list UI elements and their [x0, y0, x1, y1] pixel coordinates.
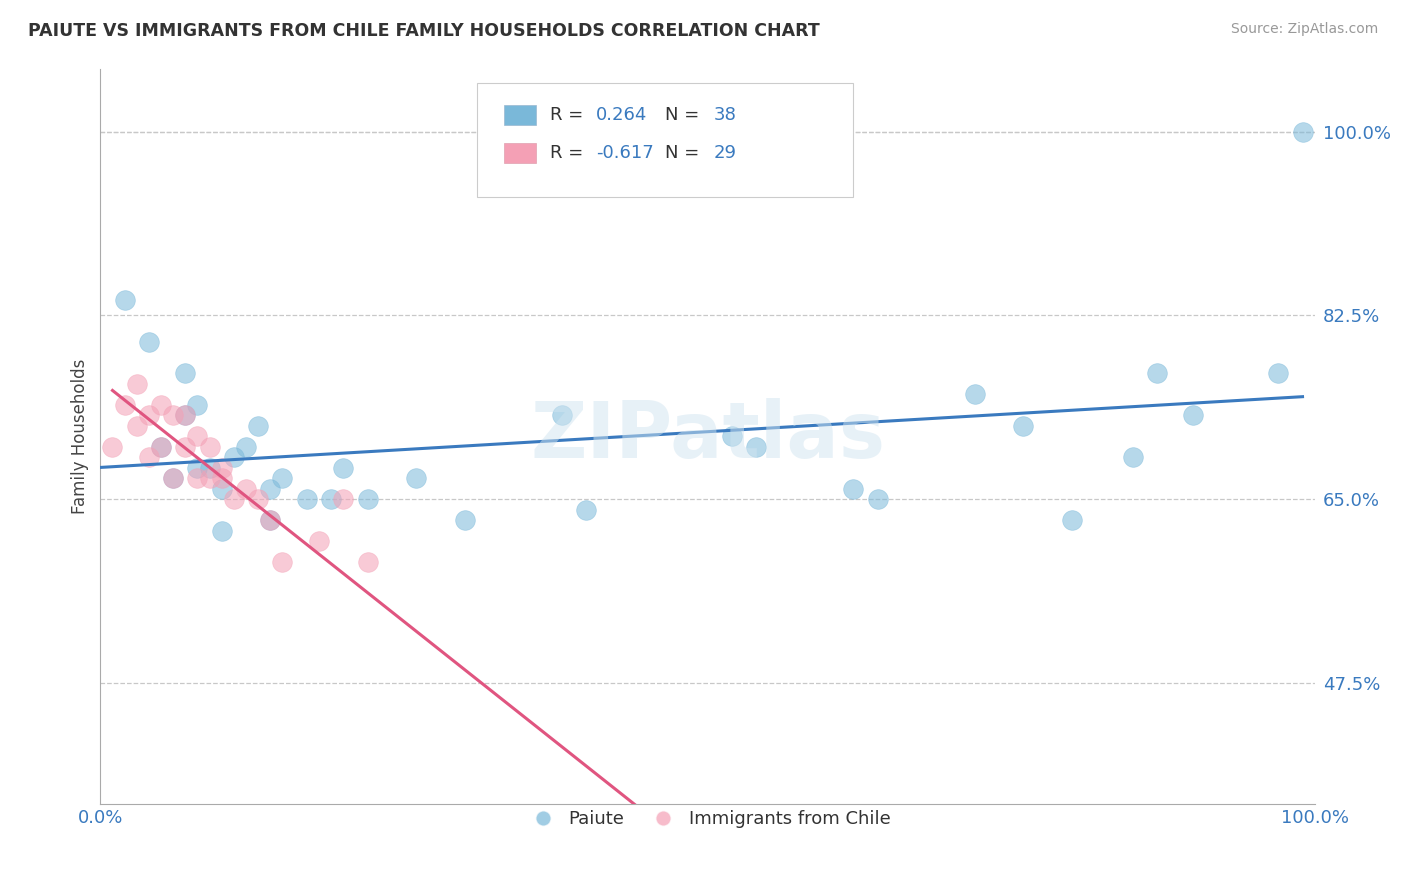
Point: [114, 293, 136, 307]
Point: [259, 513, 281, 527]
Point: [332, 492, 354, 507]
Text: R =: R =: [550, 106, 589, 124]
Point: [235, 482, 257, 496]
Point: [295, 492, 318, 507]
Point: [842, 482, 865, 496]
Point: [211, 460, 233, 475]
Point: [745, 440, 768, 454]
Point: [551, 408, 574, 422]
Point: [1182, 408, 1205, 422]
Point: [125, 376, 148, 391]
Text: N =: N =: [665, 145, 704, 162]
FancyBboxPatch shape: [503, 143, 536, 163]
Point: [174, 408, 197, 422]
Point: [114, 398, 136, 412]
Point: [1012, 418, 1035, 433]
Point: [125, 418, 148, 433]
Point: [211, 524, 233, 538]
FancyBboxPatch shape: [477, 83, 853, 197]
Point: [1146, 366, 1168, 380]
Point: [222, 492, 245, 507]
Point: [259, 482, 281, 496]
Point: [186, 460, 208, 475]
Point: [174, 366, 197, 380]
Point: [332, 460, 354, 475]
Text: 38: 38: [714, 106, 737, 124]
Point: [405, 471, 427, 485]
Point: [247, 492, 270, 507]
Point: [696, 849, 718, 863]
Point: [259, 513, 281, 527]
Point: [1291, 124, 1313, 138]
Point: [198, 440, 221, 454]
Point: [211, 471, 233, 485]
Point: [150, 398, 173, 412]
Point: [138, 450, 160, 464]
Point: [247, 418, 270, 433]
Point: [162, 471, 184, 485]
Point: [186, 398, 208, 412]
Text: N =: N =: [665, 106, 704, 124]
Point: [356, 555, 378, 569]
Point: [356, 492, 378, 507]
Point: [150, 440, 173, 454]
Text: 29: 29: [714, 145, 737, 162]
Point: [174, 408, 197, 422]
Point: [186, 471, 208, 485]
Point: [866, 492, 889, 507]
Point: [138, 334, 160, 349]
Point: [198, 460, 221, 475]
Point: [211, 482, 233, 496]
Text: 0.264: 0.264: [596, 106, 647, 124]
Text: Source: ZipAtlas.com: Source: ZipAtlas.com: [1230, 22, 1378, 37]
Point: [271, 555, 294, 569]
Text: ZIPatlas: ZIPatlas: [530, 398, 884, 474]
Point: [186, 429, 208, 443]
Point: [198, 471, 221, 485]
Point: [162, 471, 184, 485]
Text: R =: R =: [550, 145, 589, 162]
Point: [575, 502, 598, 516]
FancyBboxPatch shape: [503, 105, 536, 125]
Point: [101, 440, 124, 454]
Text: PAIUTE VS IMMIGRANTS FROM CHILE FAMILY HOUSEHOLDS CORRELATION CHART: PAIUTE VS IMMIGRANTS FROM CHILE FAMILY H…: [28, 22, 820, 40]
Point: [308, 534, 330, 549]
Point: [1060, 513, 1083, 527]
Point: [1267, 366, 1289, 380]
Point: [1121, 450, 1143, 464]
Point: [319, 492, 342, 507]
Text: -0.617: -0.617: [596, 145, 654, 162]
Legend: Paiute, Immigrants from Chile: Paiute, Immigrants from Chile: [517, 803, 897, 835]
Y-axis label: Family Households: Family Households: [72, 359, 89, 514]
Point: [138, 408, 160, 422]
Point: [222, 450, 245, 464]
Point: [271, 471, 294, 485]
Point: [162, 408, 184, 422]
Point: [720, 429, 742, 443]
Point: [453, 513, 475, 527]
Point: [963, 387, 986, 401]
Point: [150, 440, 173, 454]
Point: [235, 440, 257, 454]
Point: [174, 440, 197, 454]
